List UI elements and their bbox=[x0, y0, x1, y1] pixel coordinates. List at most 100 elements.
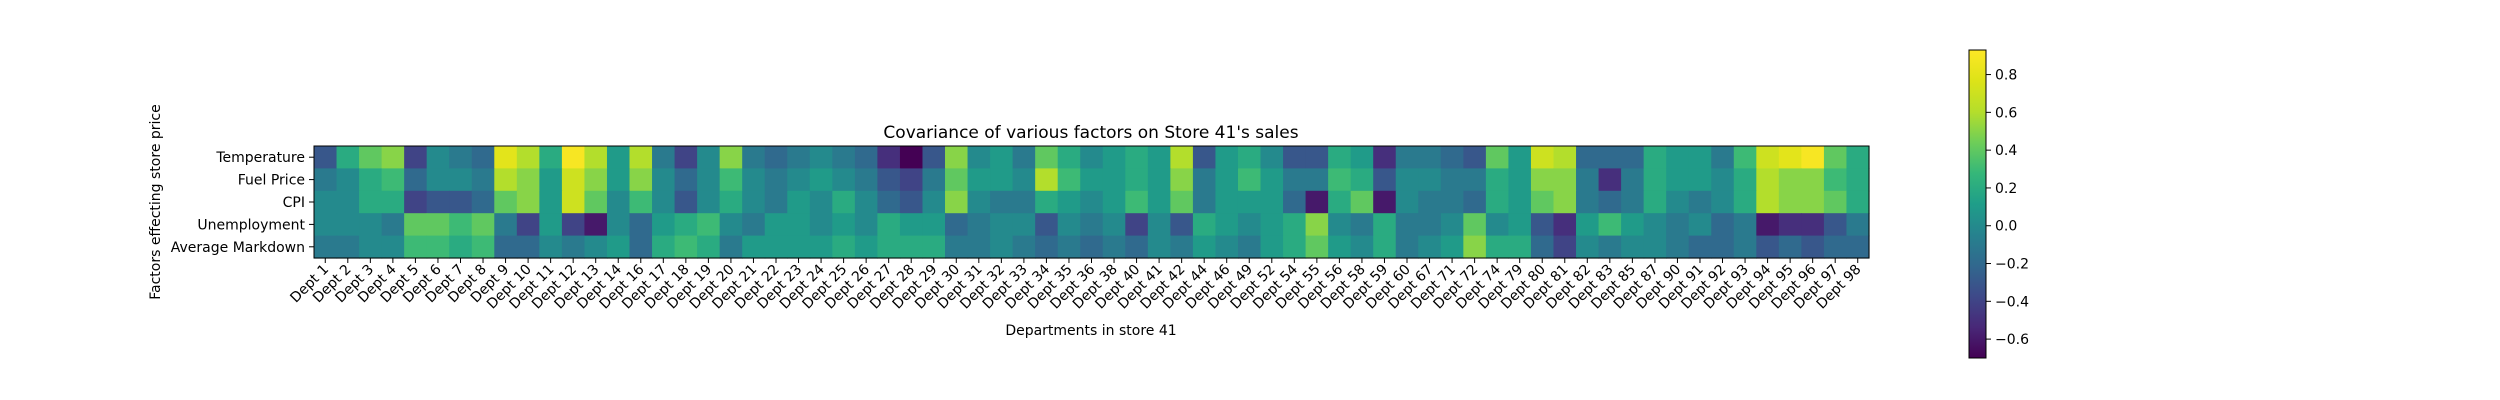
heatmap-cell bbox=[1147, 235, 1171, 259]
heatmap-cell bbox=[539, 213, 563, 237]
heatmap-cell bbox=[1215, 190, 1239, 214]
heatmap-cell bbox=[516, 190, 540, 214]
heatmap-cell bbox=[471, 213, 495, 237]
heatmap-cell bbox=[1553, 146, 1577, 169]
heatmap-cell bbox=[336, 168, 360, 192]
heatmap-cell bbox=[1756, 168, 1780, 192]
heatmap-cell bbox=[629, 146, 653, 169]
heatmap-cell bbox=[1553, 190, 1577, 214]
heatmap-cell bbox=[1125, 146, 1149, 169]
heatmap-cell bbox=[1666, 213, 1690, 237]
heatmap-cell bbox=[1170, 168, 1194, 192]
heatmap-cell bbox=[449, 235, 473, 259]
y-tick-label: Unemployment bbox=[197, 217, 305, 233]
heatmap-cells bbox=[314, 146, 1870, 259]
heatmap-cell bbox=[674, 235, 698, 259]
heatmap-cell bbox=[1170, 190, 1194, 214]
x-axis-label: Departments in store 41 bbox=[1005, 323, 1176, 339]
heatmap-cell bbox=[449, 190, 473, 214]
heatmap-cell bbox=[764, 190, 788, 214]
heatmap-cell bbox=[832, 213, 856, 237]
heatmap-cell bbox=[1598, 235, 1622, 259]
heatmap-cell bbox=[1035, 213, 1059, 237]
heatmap-cell bbox=[336, 235, 360, 259]
colorbar-tick-label: −0.2 bbox=[1995, 257, 2029, 273]
heatmap-cell bbox=[1463, 168, 1487, 192]
heatmap-cell bbox=[1823, 235, 1848, 259]
heatmap-cell bbox=[1192, 235, 1217, 259]
heatmap-cell bbox=[1508, 190, 1532, 214]
heatmap-cell bbox=[1711, 235, 1735, 259]
heatmap-cell bbox=[1666, 190, 1690, 214]
heatmap-cell bbox=[1801, 190, 1825, 214]
heatmap-cell bbox=[1192, 213, 1217, 237]
heatmap-cell bbox=[1305, 168, 1329, 192]
heatmap-cell bbox=[1012, 168, 1036, 192]
heatmap-cell bbox=[787, 168, 811, 192]
heatmap-cell bbox=[1621, 146, 1645, 169]
heatmap-cell bbox=[449, 146, 473, 169]
heatmap-cell bbox=[899, 213, 924, 237]
heatmap-cell bbox=[899, 190, 924, 214]
heatmap-cell bbox=[1418, 235, 1442, 259]
heatmap-cell bbox=[1283, 146, 1307, 169]
heatmap-cell bbox=[1688, 235, 1712, 259]
heatmap-cell bbox=[1215, 235, 1239, 259]
heatmap-cell bbox=[1733, 146, 1757, 169]
heatmap-cell bbox=[606, 146, 631, 169]
heatmap-cell bbox=[1192, 190, 1217, 214]
heatmap-cell bbox=[1530, 235, 1555, 259]
heatmap-cell bbox=[404, 213, 428, 237]
heatmap-cell bbox=[1192, 168, 1217, 192]
heatmap-cell bbox=[1688, 146, 1712, 169]
heatmap-cell bbox=[1125, 235, 1149, 259]
heatmap-cell bbox=[1373, 235, 1397, 259]
heatmap-cell bbox=[1463, 213, 1487, 237]
heatmap-cell bbox=[404, 235, 428, 259]
heatmap-cell bbox=[1823, 190, 1848, 214]
heatmap-cell bbox=[629, 190, 653, 214]
heatmap-cell bbox=[1260, 213, 1284, 237]
heatmap-cell bbox=[381, 235, 405, 259]
heatmap-cell bbox=[1057, 146, 1081, 169]
heatmap-cell bbox=[1801, 146, 1825, 169]
heatmap-cell bbox=[809, 213, 833, 237]
heatmap-cell bbox=[1080, 235, 1104, 259]
heatmap-cell bbox=[314, 213, 338, 237]
heatmap-cell bbox=[1621, 235, 1645, 259]
heatmap-cell bbox=[1530, 168, 1555, 192]
heatmap-cell bbox=[764, 235, 788, 259]
heatmap-cell bbox=[1846, 235, 1870, 259]
heatmap-cell bbox=[1711, 213, 1735, 237]
heatmap-cell bbox=[1530, 213, 1555, 237]
heatmap-cell bbox=[1846, 190, 1870, 214]
colorbar-tick-label: 0.0 bbox=[1995, 219, 2017, 235]
heatmap-cell bbox=[1485, 190, 1510, 214]
heatmap-cell bbox=[494, 146, 518, 169]
heatmap-cell bbox=[606, 213, 631, 237]
heatmap-cell bbox=[832, 190, 856, 214]
heatmap-cell bbox=[1643, 146, 1667, 169]
heatmap-cell bbox=[854, 235, 879, 259]
heatmap-cell bbox=[426, 235, 450, 259]
heatmap-cell bbox=[1688, 213, 1712, 237]
heatmap-cell bbox=[1237, 146, 1262, 169]
heatmap-cell bbox=[1395, 235, 1419, 259]
heatmap-cell bbox=[877, 168, 901, 192]
heatmap-cell bbox=[877, 213, 901, 237]
heatmap-cell bbox=[1666, 168, 1690, 192]
heatmap-cell bbox=[1530, 190, 1555, 214]
heatmap-cell bbox=[652, 235, 676, 259]
heatmap-cell bbox=[494, 168, 518, 192]
heatmap-cell bbox=[1147, 146, 1171, 169]
heatmap-cell bbox=[832, 168, 856, 192]
colorbar-tick-label: −0.6 bbox=[1995, 332, 2029, 348]
heatmap-cell bbox=[606, 235, 631, 259]
heatmap-cell bbox=[967, 168, 991, 192]
heatmap-cell bbox=[967, 235, 991, 259]
heatmap-cell bbox=[1147, 190, 1171, 214]
heatmap-cell bbox=[314, 235, 338, 259]
heatmap-cell bbox=[652, 213, 676, 237]
colorbar-tick-label: 0.6 bbox=[1995, 105, 2017, 121]
